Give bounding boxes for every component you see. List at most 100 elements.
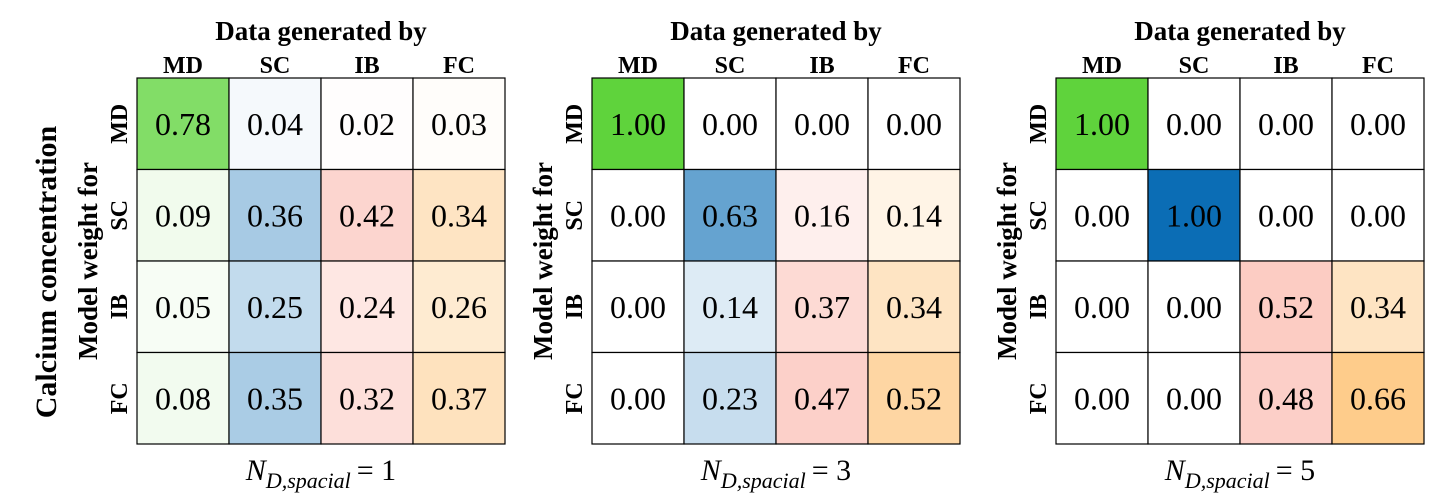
cell-value: 0.66 (1350, 380, 1406, 416)
cell-value: 0.00 (702, 106, 758, 142)
x-axis-label-symbol: N (1164, 454, 1187, 487)
cell-value: 0.47 (794, 380, 850, 416)
cell-value: 0.00 (1350, 106, 1406, 142)
heatmap-cell (867, 351, 961, 445)
heatmap-cell (591, 168, 685, 262)
column-label: FC (1362, 53, 1394, 79)
cell-value: 0.37 (794, 289, 850, 325)
heatmap-cell (1055, 351, 1149, 445)
row-label: FC (562, 382, 588, 414)
row-label: MD (562, 104, 588, 144)
cell-value: 0.16 (794, 197, 850, 233)
column-label: IB (809, 53, 834, 79)
x-axis-label-symbol: N (700, 454, 723, 487)
cell-value: 0.09 (155, 197, 211, 233)
x-axis-label-value: = 1 (357, 454, 396, 487)
heatmap-cell (412, 260, 506, 354)
column-label: SC (260, 53, 291, 79)
cell-value: 0.00 (1350, 197, 1406, 233)
cell-value: 0.05 (155, 289, 211, 325)
heatmap-cell (412, 77, 506, 171)
cell-value: 0.00 (1074, 380, 1130, 416)
heatmap-cell (1147, 168, 1241, 262)
row-label: SC (107, 200, 133, 231)
heatmap-cell (867, 168, 961, 262)
cell-value: 1.00 (1074, 106, 1130, 142)
heatmap-cell (683, 77, 777, 171)
cell-value: 0.32 (339, 380, 395, 416)
cell-value: 0.35 (247, 380, 303, 416)
cell-value: 0.23 (702, 380, 758, 416)
heatmap-cell (591, 351, 685, 445)
cell-value: 0.34 (1350, 289, 1406, 325)
heatmap-cell (1147, 351, 1241, 445)
heatmap-cell (228, 260, 322, 354)
heatmap-cell (228, 77, 322, 171)
cell-value: 0.00 (1074, 197, 1130, 233)
cell-value: 0.36 (247, 197, 303, 233)
cell-value: 0.04 (247, 106, 303, 142)
heatmap-cell (136, 77, 230, 171)
heatmap-cell (867, 260, 961, 354)
cell-value: 0.00 (610, 380, 666, 416)
column-label: MD (1082, 53, 1122, 79)
column-label: FC (443, 53, 475, 79)
row-label: SC (562, 200, 588, 231)
row-label: FC (1026, 382, 1052, 414)
row-label: FC (107, 382, 133, 414)
heatmap-cell (412, 351, 506, 445)
row-label: SC (1026, 200, 1052, 231)
cell-value: 0.52 (1258, 289, 1314, 325)
heatmap-cell (1331, 260, 1425, 354)
cell-value: 0.00 (1166, 380, 1222, 416)
cell-value: 0.63 (702, 197, 758, 233)
heatmap-cell (1147, 260, 1241, 354)
column-label: IB (354, 53, 379, 79)
heatmap-cell (775, 260, 869, 354)
heatmap-cell (320, 77, 414, 171)
cell-value: 1.00 (1166, 197, 1222, 233)
column-label: SC (1179, 53, 1210, 79)
y-axis-label: Model weight for (73, 162, 103, 360)
x-axis-label-subscript: D,spacial (265, 468, 351, 493)
cell-value: 0.00 (1166, 289, 1222, 325)
heatmap-cell (1331, 351, 1425, 445)
heatmap-cell (775, 351, 869, 445)
heatmap-cell (591, 260, 685, 354)
heatmap-cell (1239, 168, 1333, 262)
cell-value: 0.78 (155, 106, 211, 142)
cell-value: 0.00 (610, 197, 666, 233)
cell-value: 0.24 (339, 289, 395, 325)
heatmap-cell (775, 168, 869, 262)
cell-value: 0.00 (1258, 106, 1314, 142)
cell-value: 0.37 (431, 380, 487, 416)
heatmap-cell (1331, 168, 1425, 262)
heatmap-cell (136, 168, 230, 262)
cell-value: 0.48 (1258, 380, 1314, 416)
cell-value: 0.14 (702, 289, 758, 325)
cell-value: 0.00 (1166, 106, 1222, 142)
cell-value: 0.00 (886, 106, 942, 142)
y-axis-label: Model weight for (528, 162, 558, 360)
heatmap-cell (1239, 77, 1333, 171)
row-label: IB (562, 294, 588, 319)
cell-value: 0.00 (794, 106, 850, 142)
heatmap-cell (1239, 260, 1333, 354)
panel-title: Data generated by (215, 16, 427, 46)
left-axis-label: Calcium concentration (30, 125, 63, 418)
heatmap-cell (591, 77, 685, 171)
column-label: FC (898, 53, 930, 79)
cell-value: 0.34 (886, 289, 942, 325)
cell-value: 0.42 (339, 197, 395, 233)
row-label: IB (1026, 294, 1052, 319)
x-axis-label: ND,spacial = 5 (1164, 454, 1315, 493)
heatmap-cell (1331, 77, 1425, 171)
x-axis-label-value: = 3 (812, 454, 851, 487)
heatmap-cell (1239, 351, 1333, 445)
column-label: IB (1273, 53, 1298, 79)
cell-value: 1.00 (610, 106, 666, 142)
